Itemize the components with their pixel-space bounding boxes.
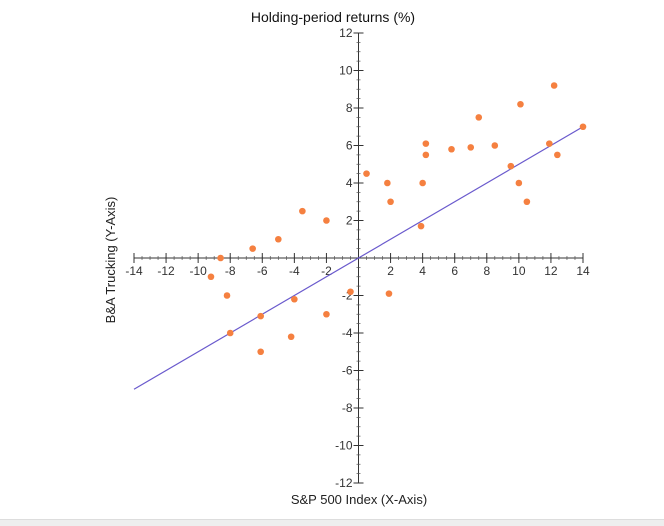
x-tick-label: -14: [125, 264, 143, 278]
data-point: [448, 145, 455, 153]
data-point: [275, 235, 282, 243]
data-point: [287, 333, 295, 341]
x-tick-label: -12: [157, 264, 175, 278]
data-point: [419, 179, 426, 187]
y-tick-label: 8: [346, 101, 353, 115]
data-point: [323, 310, 330, 318]
data-point: [517, 100, 524, 108]
x-tick-label: -4: [289, 264, 300, 278]
x-axis-title: S&P 500 Index (X-Axis): [291, 492, 427, 507]
x-tick-label: -2: [321, 264, 332, 278]
data-point: [299, 207, 306, 215]
scatter-points: [207, 82, 587, 356]
fit-line-group: [133, 126, 584, 390]
chart-title: Holding-period returns (%): [251, 9, 415, 25]
y-tick-label: 12: [339, 26, 353, 40]
data-point: [217, 254, 224, 262]
bottom-strip: [0, 519, 664, 526]
x-tick-label: 2: [387, 264, 394, 278]
data-point: [550, 82, 558, 89]
y-tick-label: 6: [346, 139, 353, 153]
data-point: [422, 140, 430, 147]
x-ticks: -14 -12 -10 -8 -6 -4 -2 2 4 6 8 10 12 14: [125, 253, 590, 278]
y-tick-label: 2: [346, 214, 353, 228]
data-point: [523, 198, 531, 206]
data-point: [554, 151, 561, 159]
x-tick-label: -8: [225, 264, 236, 278]
data-point: [387, 198, 394, 206]
data-point: [257, 348, 264, 356]
data-point: [546, 140, 553, 147]
data-point: [385, 290, 393, 297]
data-point: [291, 295, 298, 303]
x-tick-label: 8: [483, 264, 490, 278]
y-tick-label: -8: [342, 401, 353, 415]
data-point: [422, 151, 430, 159]
y-tick-label: -10: [335, 439, 353, 453]
data-point: [475, 114, 483, 121]
x-tick-label: -10: [189, 264, 207, 278]
data-point: [579, 123, 587, 131]
data-point: [257, 312, 264, 320]
x-tick-label: 14: [576, 264, 590, 278]
x-tick-label: 10: [512, 264, 526, 278]
y-tick-label: 4: [346, 176, 353, 190]
x-tick-label: 4: [419, 264, 426, 278]
data-point: [223, 292, 231, 299]
y-tick-label: -4: [342, 326, 353, 340]
data-point: [384, 179, 391, 187]
data-point: [467, 144, 475, 151]
data-point: [323, 217, 330, 224]
y-axis-title: B&A Trucking (Y-Axis): [103, 197, 118, 324]
y-tick-label: -6: [342, 364, 353, 378]
data-point: [363, 170, 370, 177]
data-point: [249, 245, 256, 252]
data-point: [207, 273, 215, 281]
data-point: [515, 179, 523, 187]
data-point: [226, 329, 234, 337]
x-tick-label: 12: [544, 264, 558, 278]
data-point: [491, 142, 499, 149]
y-tick-label: -12: [335, 476, 353, 490]
y-ticks: -12 -10 -8 -6 -4 -2 2 4 6 8 10 12: [335, 26, 364, 490]
data-point: [417, 222, 425, 230]
x-tick-label: -6: [257, 264, 268, 278]
y-tick-label: -2: [342, 289, 353, 303]
fit-line: [133, 126, 584, 390]
data-point: [347, 288, 354, 296]
data-point: [507, 162, 515, 170]
x-tick-label: 6: [451, 264, 458, 278]
y-tick-label: 10: [339, 64, 353, 78]
